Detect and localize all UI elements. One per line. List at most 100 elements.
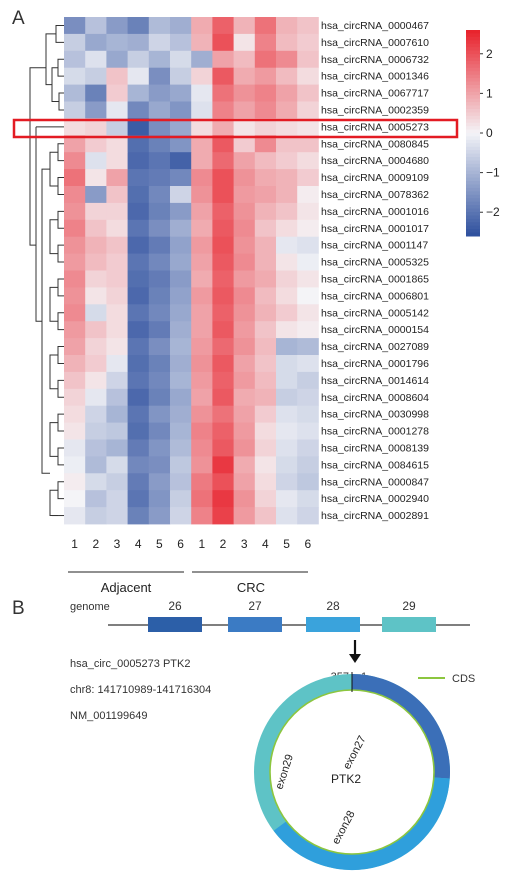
heatmap-cell [297, 17, 319, 35]
heatmap-cell [106, 371, 128, 390]
heatmap-cell [148, 50, 171, 69]
heatmap-cell [148, 287, 171, 305]
dendrogram-branch [55, 24, 64, 43]
heatmap-cell [64, 490, 86, 508]
heatmap-cell [191, 33, 213, 52]
heatmap-cell [127, 50, 150, 69]
heatmap-cell [64, 17, 86, 35]
heatmap-cell [170, 202, 192, 221]
heatmap-cell [64, 473, 86, 491]
exon-27-box [228, 617, 282, 632]
heatmap-cell [276, 67, 298, 85]
heatmap-cell [254, 371, 277, 390]
heatmap-cell [85, 405, 107, 423]
heatmap-cell [64, 118, 86, 136]
heatmap-cell [254, 17, 277, 35]
colorbar-step [466, 208, 480, 213]
colorbar-step [466, 115, 480, 120]
circ-info-line-2: chr8: 141710989-141716304 [70, 684, 211, 696]
heatmap-cell [106, 456, 128, 474]
heatmap-cell [64, 405, 86, 423]
heatmap-cell [276, 17, 298, 35]
heatmap-cell [191, 17, 213, 35]
heatmap-cell [85, 321, 107, 339]
exon-29-box [382, 617, 436, 632]
heatmap-cell [170, 236, 192, 254]
heatmap-cell [170, 67, 192, 85]
heatmap-cell [191, 152, 213, 170]
exon-27-number: 27 [248, 599, 262, 613]
heatmap-cell [254, 169, 277, 187]
heatmap-cell [85, 236, 107, 254]
heatmap-cell [148, 219, 171, 238]
heatmap-cell [64, 186, 86, 204]
colorbar-step [466, 50, 480, 55]
row-label-list: hsa_circRNA_0000467 hsa_circRNA_0007610hs… [321, 20, 429, 522]
heatmap-cell [170, 253, 192, 271]
exon-26-number: 26 [168, 599, 182, 613]
heatmap-cell [127, 186, 150, 204]
heatmap-cell [297, 304, 319, 322]
dendrogram-branch [49, 219, 58, 255]
heatmap-cell [276, 152, 298, 170]
heatmap-cell [127, 101, 150, 119]
heatmap-cell [212, 338, 234, 356]
dendrogram-branch [57, 481, 64, 500]
heatmap-cell [191, 219, 213, 238]
column-number-label: 5 [156, 537, 163, 551]
ring-exon27-segment [351, 674, 450, 779]
heatmap-cell [148, 202, 171, 221]
heatmap-cell [106, 169, 128, 187]
heatmap-cell [85, 84, 107, 102]
heatmap-cell [212, 490, 234, 508]
column-number-label: 3 [241, 537, 248, 551]
heatmap-cell [212, 304, 234, 322]
heatmap-cell [127, 219, 150, 238]
heatmap-cell [127, 473, 150, 491]
colorbar-step [466, 78, 480, 82]
heatmap-cell [127, 17, 150, 35]
heatmap-cell [106, 118, 128, 136]
dendrogram-branch [57, 278, 64, 297]
heatmap-cell [106, 186, 128, 204]
heatmap-cell [297, 355, 319, 373]
heatmap-cell [170, 186, 192, 204]
row-label: hsa_circRNA_0008139 [321, 443, 429, 455]
dendrogram-branch [57, 58, 64, 77]
heatmap-cell [191, 473, 213, 491]
colorbar-step [466, 71, 480, 76]
heatmap-cell [64, 321, 86, 339]
heatmap-cell [106, 202, 128, 221]
heatmap-cell [85, 169, 107, 187]
heatmap-cell [127, 236, 150, 254]
heatmap-cell [191, 101, 213, 119]
heatmap-cell [127, 371, 150, 390]
heatmap-cell [148, 67, 171, 85]
row-dendrogram [29, 24, 64, 517]
heatmap-cell [233, 287, 256, 305]
heatmap-cell [191, 50, 213, 69]
heatmap-cell [106, 405, 128, 423]
colorbar-step [466, 205, 480, 210]
heatmap-cell [148, 439, 171, 457]
colorbar-step [466, 54, 480, 58]
heatmap-cell [191, 270, 213, 288]
panel-b-label: B [12, 598, 25, 619]
ring-label-exon29: exon29 [273, 753, 296, 791]
heatmap-cell [276, 388, 298, 407]
arrow-down-icon [349, 654, 361, 663]
heatmap-cell [64, 456, 86, 474]
heatmap-cell [233, 219, 256, 238]
heatmap-cell [148, 186, 171, 204]
row-label: hsa_circRNA_0067717 [321, 88, 429, 100]
heatmap-cell [254, 33, 277, 52]
column-number-label: 1 [71, 537, 78, 551]
heatmap-cell [233, 473, 256, 491]
crc-group-label: CRC [237, 580, 265, 595]
heatmap-cell [85, 186, 107, 204]
heatmap-cell [191, 118, 213, 136]
heatmap-cell [191, 169, 213, 187]
heatmap-cell [212, 287, 234, 305]
colorbar-step [466, 170, 480, 175]
colorbar-step [466, 74, 480, 79]
